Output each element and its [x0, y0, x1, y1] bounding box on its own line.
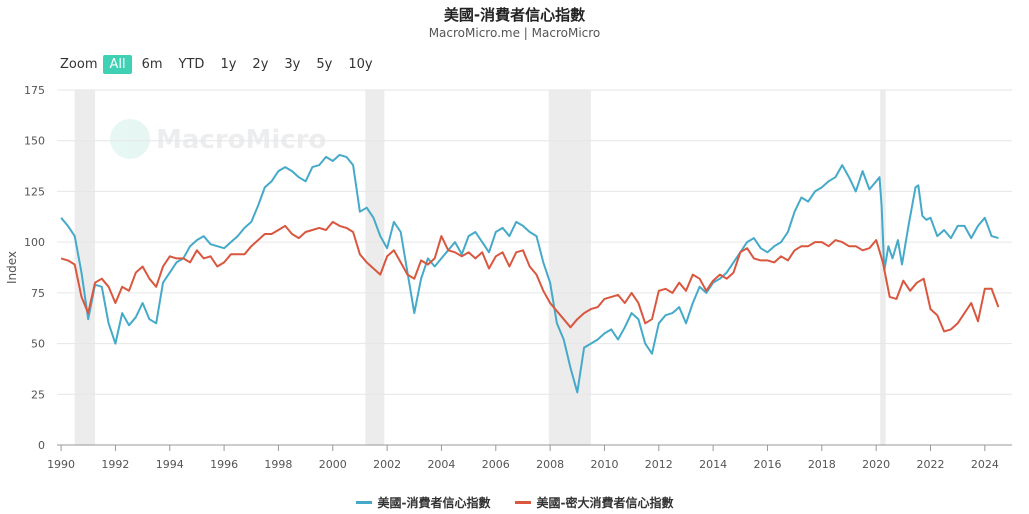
x-tick-label: 2018 [808, 458, 836, 471]
y-tick-label: 150 [24, 135, 45, 148]
zoom-button-ytd[interactable]: YTD [178, 57, 205, 72]
x-tick-label: 2024 [971, 458, 999, 471]
x-tick-label: 2014 [699, 458, 727, 471]
legend-swatch-series-2 [514, 501, 531, 504]
zoom-button-5y[interactable]: 5y [316, 57, 333, 72]
x-tick-label: 2006 [482, 458, 510, 471]
zoom-button-10y[interactable]: 10y [348, 57, 373, 72]
x-tick-label: 2012 [645, 458, 673, 471]
zoom-button-all[interactable]: All [103, 55, 132, 74]
x-tick-label: 2008 [536, 458, 564, 471]
y-tick-label: 25 [31, 388, 45, 401]
zoom-button-1y[interactable]: 1y [220, 57, 237, 72]
zoom-bar: Zoom All 6m YTD 1y 2y 3y 5y 10y [60, 55, 383, 74]
x-tick-label: 1998 [264, 458, 292, 471]
legend-item-series-2[interactable]: 美國-密大消費者信心指數 [514, 494, 674, 511]
y-tick-label: 175 [24, 84, 45, 97]
y-tick-label: 50 [31, 338, 45, 351]
x-tick-label: 1994 [156, 458, 184, 471]
legend-swatch-series-1 [355, 501, 372, 504]
x-tick-label: 1992 [101, 458, 129, 471]
zoom-button-3y[interactable]: 3y [284, 57, 301, 72]
watermark: MacroMicro [110, 119, 326, 159]
y-tick-label: 0 [38, 439, 45, 452]
zoom-button-6m[interactable]: 6m [141, 57, 163, 72]
x-tick-label: 2016 [753, 458, 781, 471]
x-tick-label: 2004 [427, 458, 455, 471]
legend: 美國-消費者信心指數 美國-密大消費者信心指數 [0, 494, 1029, 511]
watermark-text: MacroMicro [156, 125, 326, 155]
x-tick-label: 1990 [47, 458, 75, 471]
x-tick-label: 1996 [210, 458, 238, 471]
x-tick-label: 2000 [319, 458, 347, 471]
legend-label-series-1: 美國-消費者信心指數 [377, 496, 491, 510]
zoom-button-2y[interactable]: 2y [252, 57, 269, 72]
legend-label-series-2: 美國-密大消費者信心指數 [536, 496, 674, 510]
x-tick-label: 2022 [916, 458, 944, 471]
chart-title: 美國-消費者信心指數 [443, 6, 586, 24]
watermark-logo-icon [110, 119, 150, 159]
series-line-1 [60, 153, 999, 394]
recession-band [365, 90, 385, 445]
x-tick-label: 2020 [862, 458, 890, 471]
x-tick-label: 2002 [373, 458, 401, 471]
y-axis-label: Index [5, 251, 19, 284]
y-tick-label: 125 [24, 185, 45, 198]
chart-subtitle: MacroMicro.me | MacroMicro [428, 26, 601, 40]
recession-band [548, 90, 591, 445]
y-tick-label: 100 [24, 236, 45, 249]
legend-item-series-1[interactable]: 美國-消費者信心指數 [355, 494, 491, 511]
series-line-2 [60, 220, 1000, 333]
recession-band [74, 90, 96, 445]
x-tick-label: 2010 [590, 458, 618, 471]
zoom-label: Zoom [60, 57, 98, 72]
y-tick-label: 75 [31, 287, 45, 300]
